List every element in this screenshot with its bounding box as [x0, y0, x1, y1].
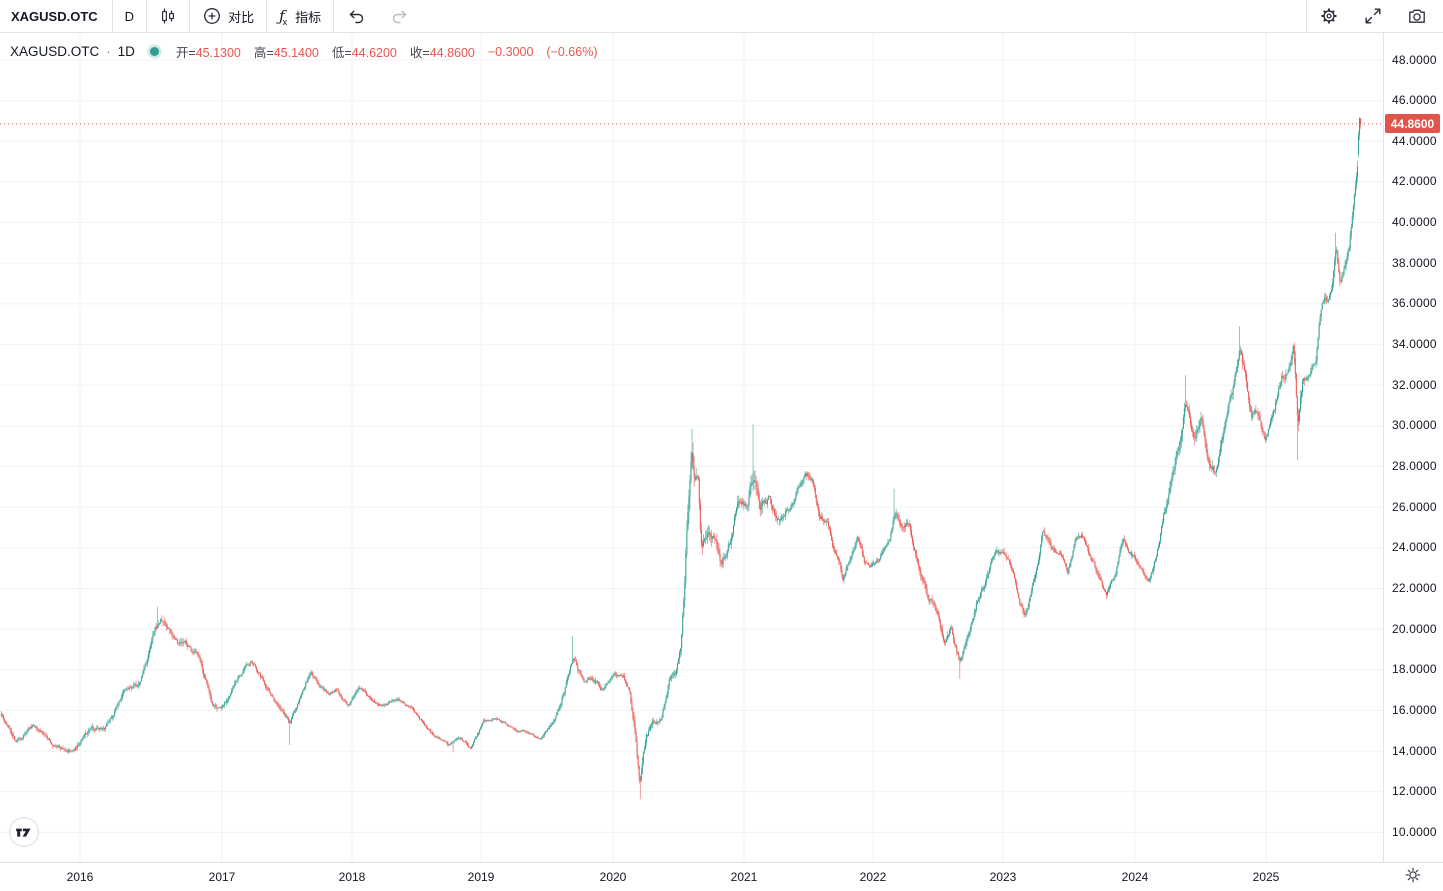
- top-toolbar: XAGUSD.OTC D 对比 ƒx: [0, 0, 1443, 33]
- tradingview-logo[interactable]: [8, 816, 40, 848]
- compare-button[interactable]: 对比: [190, 0, 266, 32]
- legend-interval: 1D: [117, 44, 135, 59]
- price-tick-label: 16.0000: [1392, 702, 1437, 717]
- price-tick-label: 46.0000: [1392, 93, 1437, 108]
- toolbar-separator: [266, 0, 268, 32]
- price-tick-label: 32.0000: [1392, 377, 1437, 392]
- fx-icon: ƒx: [279, 7, 288, 27]
- price-tick-label: 34.0000: [1392, 337, 1437, 352]
- camera-button[interactable]: [1395, 0, 1439, 32]
- time-tick-label: 2023: [989, 870, 1017, 884]
- legend-change-pct: (−0.66%): [546, 44, 598, 59]
- price-tick-label: 12.0000: [1392, 784, 1437, 799]
- last-price-label: 44.8600: [1385, 114, 1440, 134]
- price-tick-label: 26.0000: [1392, 499, 1437, 514]
- time-tick-label: 2019: [467, 870, 495, 884]
- undo-icon: [346, 6, 366, 26]
- legend-close: 收=44.8600: [409, 46, 475, 60]
- gear-icon: [1319, 6, 1339, 26]
- camera-icon: [1407, 6, 1427, 26]
- redo-button[interactable]: [378, 0, 422, 32]
- toolbar-separator: [189, 0, 191, 32]
- plus-circle-icon: [202, 6, 222, 26]
- axis-settings-corner[interactable]: [1383, 863, 1443, 891]
- interval-button[interactable]: D: [113, 0, 146, 32]
- time-tick-label: 2018: [338, 870, 366, 884]
- toolbar-separator: [111, 0, 113, 32]
- price-tick-label: 18.0000: [1392, 662, 1437, 677]
- legend-change: −0.3000: [487, 44, 534, 59]
- time-tick-label: 2016: [66, 870, 94, 884]
- chart-legend: XAGUSD.OTC · 1D 开=45.1300 高=45.1400 低=44…: [10, 42, 598, 61]
- price-tick-label: 24.0000: [1392, 540, 1437, 555]
- price-tick-label: 30.0000: [1392, 418, 1437, 433]
- legend-symbol[interactable]: XAGUSD.OTC: [10, 44, 100, 59]
- price-tick-label: 10.0000: [1392, 824, 1437, 839]
- price-tick-label: 14.0000: [1392, 743, 1437, 758]
- indicators-label: 指标: [295, 9, 322, 25]
- legend-low: 低=44.6200: [331, 46, 397, 60]
- legend-separator: ·: [106, 44, 111, 59]
- symbol-button[interactable]: XAGUSD.OTC: [0, 0, 112, 32]
- redo-icon: [390, 6, 410, 26]
- settings-button[interactable]: [1307, 0, 1351, 32]
- price-tick-label: 22.0000: [1392, 580, 1437, 595]
- price-tick-label: 36.0000: [1392, 296, 1437, 311]
- price-tick-label: 44.0000: [1392, 133, 1437, 148]
- time-tick-label: 2025: [1252, 870, 1280, 884]
- price-tick-label: 40.0000: [1392, 215, 1437, 230]
- sun-icon: [1404, 866, 1422, 889]
- legend-open: 开=45.1300: [175, 46, 241, 60]
- price-tick-label: 38.0000: [1392, 255, 1437, 270]
- time-tick-label: 2017: [208, 870, 236, 884]
- price-tick-label: 48.0000: [1392, 52, 1437, 67]
- compare-label: 对比: [228, 9, 255, 25]
- candlestick-icon: [159, 7, 177, 25]
- price-tick-label: 42.0000: [1392, 174, 1437, 189]
- price-tick-label: 28.0000: [1392, 459, 1437, 474]
- chart-pane[interactable]: XAGUSD.OTC · 1D 开=45.1300 高=45.1400 低=44…: [0, 33, 1383, 862]
- fullscreen-button[interactable]: [1351, 0, 1395, 32]
- toolbar-separator: [333, 0, 335, 32]
- chart-type-button[interactable]: [147, 0, 189, 32]
- time-tick-label: 2020: [599, 870, 627, 884]
- chart-main: XAGUSD.OTC · 1D 开=45.1300 高=45.1400 低=44…: [0, 33, 1443, 862]
- legend-high: 高=45.1400: [253, 46, 319, 60]
- indicators-button[interactable]: ƒx 指标: [267, 0, 333, 32]
- status-dot-icon: [149, 47, 159, 56]
- time-tick-label: 2024: [1121, 870, 1149, 884]
- time-tick-label: 2022: [859, 870, 887, 884]
- candlestick-chart[interactable]: [0, 33, 1383, 862]
- fullscreen-icon: [1363, 6, 1383, 26]
- price-tick-label: 20.0000: [1392, 621, 1437, 636]
- time-axis[interactable]: 2016 2017 2018 2019 2020 2021 2022 2023 2024 2025: [0, 862, 1443, 891]
- price-axis[interactable]: 44.8600 48.0000 46.0000 44.0000 42.0000 40.0…: [1383, 33, 1443, 862]
- toolbar-separator: [146, 0, 148, 32]
- undo-button[interactable]: [334, 0, 378, 32]
- toolbar-separator: [1306, 0, 1307, 32]
- time-tick-label: 2021: [730, 870, 758, 884]
